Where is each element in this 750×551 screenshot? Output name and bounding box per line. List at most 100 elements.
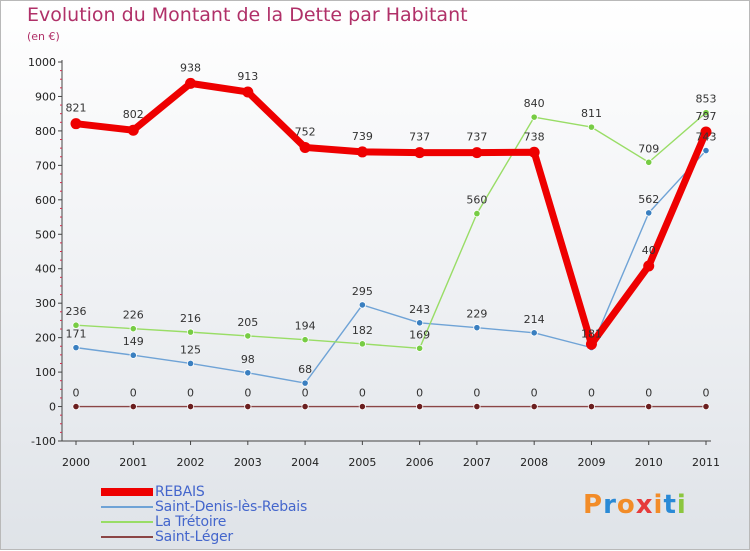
data-point xyxy=(358,402,366,411)
data-point xyxy=(358,340,366,348)
data-label: 216 xyxy=(180,312,201,325)
chart-subtitle: (en €) xyxy=(27,30,60,43)
data-point xyxy=(186,402,195,411)
legend-swatch xyxy=(101,506,153,508)
data-label: 938 xyxy=(180,61,201,74)
x-tick-label: 2004 xyxy=(291,456,319,469)
y-tick-label: 500 xyxy=(35,228,56,241)
data-label: 295 xyxy=(352,285,373,298)
data-label: 737 xyxy=(466,131,487,144)
data-point xyxy=(301,379,309,387)
y-tick-label: 1000 xyxy=(28,56,56,69)
data-point xyxy=(416,344,424,352)
data-point xyxy=(471,147,483,159)
data-label: 737 xyxy=(409,131,430,144)
data-point xyxy=(416,319,424,327)
data-point xyxy=(244,402,252,411)
y-tick-label: 700 xyxy=(35,159,56,172)
data-point xyxy=(72,321,80,329)
data-point xyxy=(356,146,368,158)
data-label: 840 xyxy=(524,97,545,110)
data-label: 181 xyxy=(581,328,602,341)
data-point xyxy=(301,402,309,411)
y-tick-label: 0 xyxy=(49,401,56,414)
proxiti-logo: Proxiti xyxy=(583,490,687,520)
data-point xyxy=(129,351,137,359)
data-point xyxy=(186,359,195,368)
data-point xyxy=(129,402,137,411)
data-label: 226 xyxy=(123,309,144,322)
data-point xyxy=(299,141,311,153)
data-label: 0 xyxy=(187,387,194,400)
y-tick-label: 900 xyxy=(35,90,56,103)
y-tick-label: 600 xyxy=(35,194,56,207)
data-label: 171 xyxy=(66,328,87,341)
data-point xyxy=(244,369,252,377)
data-label: 68 xyxy=(298,363,312,376)
data-label: 40 xyxy=(642,244,656,257)
data-point xyxy=(72,344,80,352)
data-point xyxy=(244,332,252,340)
data-label: 802 xyxy=(123,108,144,121)
data-label: 913 xyxy=(237,70,258,83)
y-tick-label: 400 xyxy=(35,263,56,276)
data-label: 182 xyxy=(352,324,373,337)
y-tick-label: 300 xyxy=(35,297,56,310)
legend-label: Saint-Denis-lès-Rebais xyxy=(155,499,308,515)
data-label: 752 xyxy=(295,125,316,138)
x-tick-label: 2002 xyxy=(177,456,205,469)
data-label: 0 xyxy=(130,387,137,400)
y-tick-label: 800 xyxy=(35,125,56,138)
data-label: 0 xyxy=(416,387,423,400)
data-label: 0 xyxy=(531,387,538,400)
data-point xyxy=(587,123,596,131)
x-tick-label: 2000 xyxy=(62,456,90,469)
x-tick-label: 2003 xyxy=(234,456,262,469)
data-point xyxy=(645,402,653,411)
data-label: 853 xyxy=(696,93,717,106)
data-label: 709 xyxy=(638,142,659,155)
data-point xyxy=(585,338,597,350)
data-label: 739 xyxy=(352,130,373,143)
data-point xyxy=(186,328,195,336)
data-point xyxy=(530,329,538,337)
x-tick-label: 2008 xyxy=(520,456,548,469)
data-label: 0 xyxy=(244,387,251,400)
data-point xyxy=(416,402,424,411)
legend-swatch xyxy=(101,521,153,523)
x-tick-label: 2006 xyxy=(406,456,434,469)
y-tick-label: -100 xyxy=(31,435,56,448)
legend-swatch xyxy=(101,488,153,496)
data-point xyxy=(702,402,710,411)
data-label: 149 xyxy=(123,335,144,348)
legend-label: Saint-Léger xyxy=(155,529,233,545)
x-tick-label: 2001 xyxy=(119,456,147,469)
data-point xyxy=(643,260,655,272)
y-tick-label: 100 xyxy=(35,366,56,379)
data-point xyxy=(129,325,137,333)
data-point xyxy=(587,402,596,411)
data-point xyxy=(72,402,80,411)
data-point xyxy=(645,158,653,166)
data-label: 743 xyxy=(696,131,717,144)
data-label: 125 xyxy=(180,343,201,356)
data-point xyxy=(127,124,139,136)
data-label: 214 xyxy=(524,313,545,326)
data-label: 738 xyxy=(524,130,545,143)
data-point xyxy=(414,147,426,159)
data-label: 0 xyxy=(302,387,309,400)
data-label: 205 xyxy=(237,316,258,329)
x-tick-label: 2005 xyxy=(348,456,376,469)
data-label: 562 xyxy=(638,193,659,206)
data-point xyxy=(473,210,481,218)
chart-title: Evolution du Montant de la Dette par Hab… xyxy=(27,4,468,26)
legend-label: REBAIS xyxy=(155,484,205,500)
data-label: 797 xyxy=(696,110,717,123)
x-tick-label: 2011 xyxy=(692,456,720,469)
data-label: 98 xyxy=(241,353,255,366)
data-point xyxy=(702,109,710,117)
data-point xyxy=(301,336,309,344)
data-point xyxy=(530,113,538,121)
data-label: 229 xyxy=(466,308,487,321)
